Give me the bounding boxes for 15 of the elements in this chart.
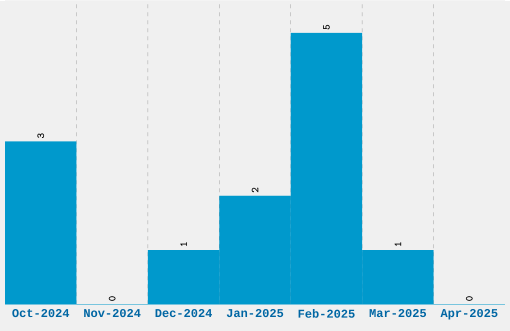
data-label: 5 — [323, 24, 330, 30]
data-label: 0 — [108, 296, 116, 301]
data-label: 1 — [180, 242, 187, 246]
data-label: 2 — [252, 188, 258, 192]
x-tick-label: Feb-2025 — [298, 309, 355, 318]
data-label: 1 — [394, 242, 402, 246]
data-label: 0 — [466, 296, 473, 301]
x-tick-label: Apr-2025 — [440, 309, 498, 320]
x-tick-label: Oct-2024 — [12, 309, 70, 318]
x-tick-label: Mar-2025 — [370, 309, 426, 318]
x-tick-label: Dec-2024 — [156, 309, 212, 318]
bar — [5, 141, 76, 304]
data-label: 3 — [37, 133, 44, 138]
x-tick-label: Jan-2025 — [226, 309, 284, 318]
x-tick-label: Nov-2024 — [84, 309, 141, 318]
